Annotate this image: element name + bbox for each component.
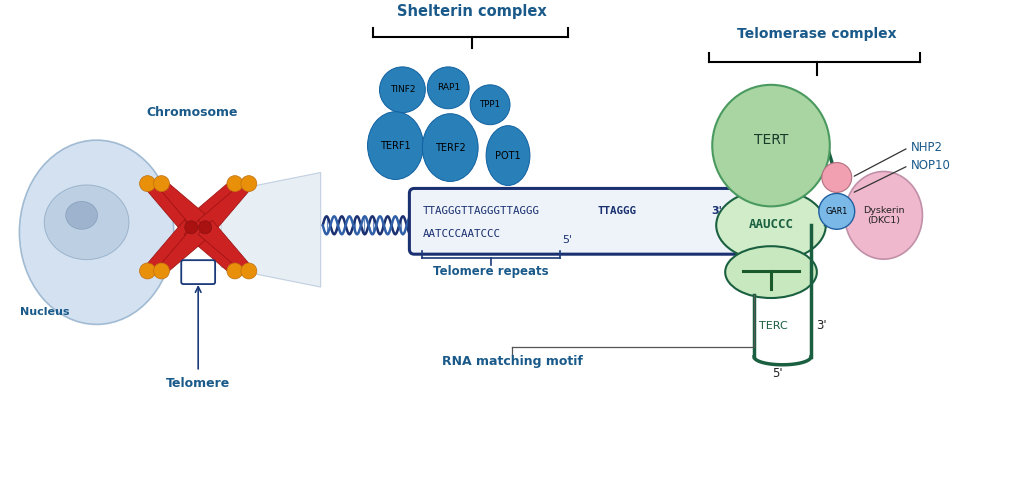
Ellipse shape (368, 112, 423, 180)
Ellipse shape (227, 176, 243, 191)
Text: TERF2: TERF2 (435, 143, 466, 152)
Text: TPP1: TPP1 (479, 100, 501, 109)
Text: Nucleus: Nucleus (19, 307, 70, 317)
Text: AATCCCAATCCC: AATCCCAATCCC (422, 229, 501, 239)
Polygon shape (144, 180, 199, 234)
Ellipse shape (227, 263, 243, 279)
Text: TTAGGGTTAGGGTTAGGG: TTAGGGTTAGGGTTAGGG (422, 206, 540, 216)
Ellipse shape (380, 67, 425, 112)
Ellipse shape (713, 85, 829, 206)
Text: RAP1: RAP1 (436, 83, 460, 93)
Text: Chromosome: Chromosome (146, 106, 238, 119)
Ellipse shape (154, 176, 169, 191)
Text: TINF2: TINF2 (390, 85, 415, 94)
Polygon shape (221, 172, 321, 287)
Ellipse shape (486, 126, 530, 186)
Ellipse shape (241, 263, 257, 279)
Polygon shape (198, 180, 252, 234)
Polygon shape (158, 220, 212, 275)
Text: 3': 3' (712, 206, 722, 216)
Text: 5': 5' (772, 367, 782, 380)
Ellipse shape (154, 263, 169, 279)
Text: Telomere repeats: Telomere repeats (433, 265, 549, 278)
Text: Telomere: Telomere (166, 376, 230, 390)
Text: Shelterin complex: Shelterin complex (397, 4, 547, 19)
Ellipse shape (822, 163, 852, 192)
Ellipse shape (725, 246, 817, 298)
Text: TTAGGG: TTAGGG (597, 206, 636, 216)
Ellipse shape (139, 176, 156, 191)
Polygon shape (158, 180, 212, 234)
Text: TERC: TERC (759, 321, 787, 331)
Ellipse shape (819, 193, 855, 229)
Text: 5': 5' (562, 235, 572, 245)
Ellipse shape (184, 221, 198, 234)
Text: TERF1: TERF1 (380, 141, 411, 150)
Ellipse shape (199, 221, 212, 234)
Text: AAUCCC: AAUCCC (749, 218, 794, 231)
Text: RNA matching motif: RNA matching motif (441, 355, 583, 368)
Text: 3': 3' (816, 319, 826, 332)
Text: Telomerase complex: Telomerase complex (737, 27, 897, 41)
Ellipse shape (66, 202, 97, 229)
Text: NOP10: NOP10 (910, 159, 950, 172)
FancyBboxPatch shape (410, 188, 746, 254)
Text: Dyskerin
(DKC1): Dyskerin (DKC1) (863, 206, 904, 225)
Polygon shape (144, 220, 199, 275)
Ellipse shape (470, 85, 510, 125)
Text: GAR1: GAR1 (825, 207, 848, 216)
Text: TERT: TERT (754, 132, 788, 147)
Ellipse shape (716, 189, 825, 261)
Ellipse shape (19, 140, 174, 324)
Ellipse shape (422, 114, 478, 182)
Polygon shape (184, 180, 239, 234)
Text: NHP2: NHP2 (910, 141, 942, 154)
Polygon shape (184, 220, 239, 275)
Polygon shape (198, 220, 252, 275)
Ellipse shape (845, 171, 923, 259)
Ellipse shape (427, 67, 469, 109)
Ellipse shape (139, 263, 156, 279)
Ellipse shape (44, 185, 129, 260)
Text: POT1: POT1 (496, 150, 521, 161)
Ellipse shape (241, 176, 257, 191)
